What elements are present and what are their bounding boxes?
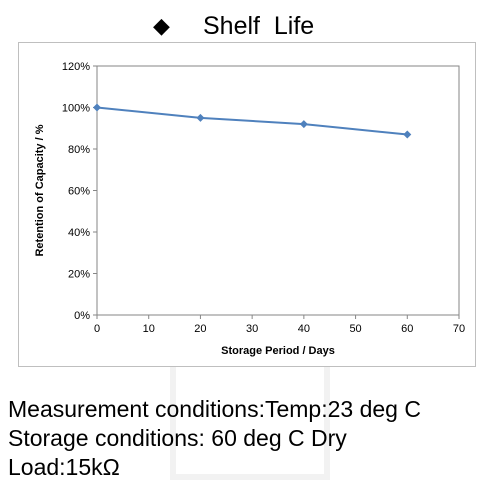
chart-title: Shelf Life: [203, 12, 315, 40]
chart-frame: 0% 20% 40% 60% 80% 100% 120% 0 10 20 30 40 50 60 70 Sto…: [18, 42, 476, 367]
y-tick-label: 100%: [62, 103, 90, 115]
x-tick-label: 40: [298, 323, 310, 335]
y-tick-label: 80%: [68, 144, 90, 156]
data-point-marker: [93, 103, 101, 112]
x-tick-label: 60: [401, 323, 413, 335]
data-point-marker: [403, 130, 412, 139]
y-tick-label: 60%: [68, 186, 90, 198]
y-tick-label: 0%: [74, 310, 90, 322]
shelf-life-chart: 0% 20% 40% 60% 80% 100% 120% 0 10 20 30 40 50 60 70 Sto…: [34, 61, 465, 357]
x-tick-label: 70: [453, 323, 465, 335]
data-point-marker: [196, 113, 205, 122]
x-axis-title: Storage Period / Days: [221, 345, 335, 357]
measurement-conditions: Measurement conditions:Temp:23 deg C: [8, 396, 421, 422]
x-tick-label: 50: [349, 323, 361, 335]
x-tick-label: 20: [194, 323, 206, 335]
y-tick-label: 20%: [68, 269, 90, 281]
x-tick-label: 10: [143, 323, 155, 335]
y-tick-label: 40%: [68, 227, 90, 239]
data-point-marker: [299, 120, 308, 129]
x-tick-label: 30: [246, 323, 258, 335]
x-tick-label: 0: [94, 323, 100, 335]
load-value: Load:15kΩ: [8, 454, 120, 480]
diamond-bullet-icon: ◆: [153, 14, 170, 39]
y-tick-label: 120%: [62, 61, 90, 73]
storage-conditions: Storage conditions: 60 deg C Dry: [8, 425, 347, 451]
series-line: [96, 106, 408, 136]
conditions-block: Measurement conditions:Temp:23 deg C Sto…: [8, 395, 498, 482]
plot-area: [96, 65, 460, 316]
chart-heading: ◆ Shelf Life: [0, 10, 500, 44]
y-axis-title: Retention of Capacity / %: [34, 124, 46, 256]
